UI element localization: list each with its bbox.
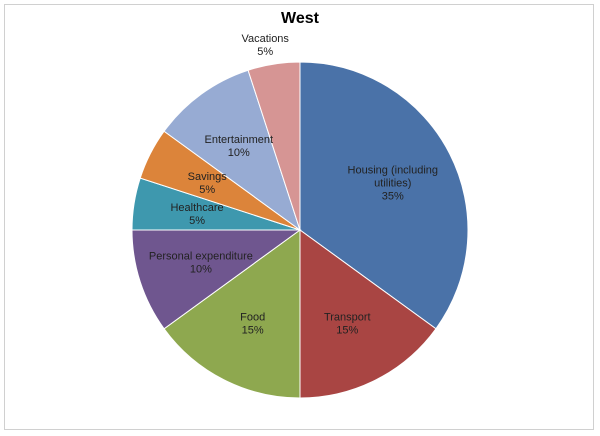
data-label-personal-expenditure: Personal expenditure: [149, 251, 253, 263]
data-label-value-personal-expenditure: 10%: [190, 264, 212, 276]
pie-slice-entertainment: [163, 69, 301, 232]
pie-slice-transport: [299, 229, 437, 399]
data-label-value-healthcare: 5%: [189, 215, 205, 227]
data-label-transport: Transport: [324, 311, 371, 323]
chart-title: West: [281, 10, 319, 27]
data-label-healthcare: Healthcare: [170, 202, 223, 214]
data-label-value-transport: 15%: [336, 324, 358, 336]
data-label-value-savings: 5%: [199, 184, 215, 196]
pie-slice-food: [163, 229, 301, 399]
data-label-housing-including-utilities: utilities): [374, 178, 411, 190]
data-label-entertainment: Entertainment: [205, 134, 273, 146]
pie-slice-vacations: [247, 61, 301, 231]
data-label-housing-including-utilities: Housing (including: [348, 165, 439, 177]
data-label-value-housing-including-utilities: 35%: [382, 191, 404, 203]
pie-slice-personal-expenditure: [131, 229, 302, 330]
pie-slice-housing-including-utilities: [299, 61, 469, 330]
data-label-food: Food: [240, 311, 265, 323]
data-label-value-entertainment: 10%: [228, 147, 250, 159]
data-label-savings: Savings: [188, 171, 228, 183]
data-label-vacations: Vacations: [241, 33, 289, 45]
data-label-value-vacations: 5%: [257, 46, 273, 58]
data-label-value-food: 15%: [242, 324, 264, 336]
